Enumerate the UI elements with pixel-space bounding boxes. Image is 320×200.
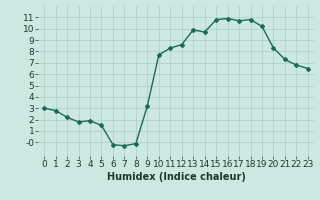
X-axis label: Humidex (Indice chaleur): Humidex (Indice chaleur) — [107, 172, 245, 182]
